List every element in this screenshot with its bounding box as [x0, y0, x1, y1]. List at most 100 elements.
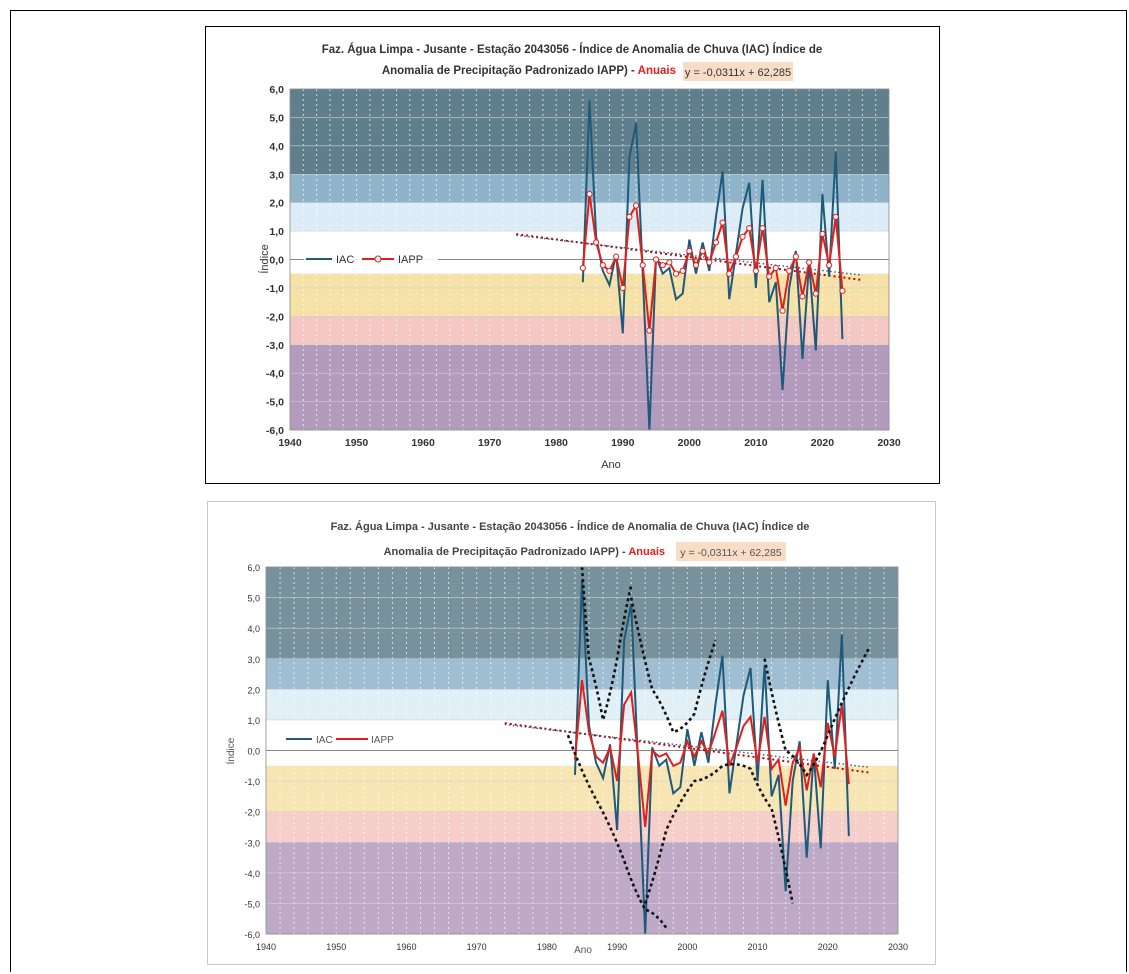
chart-top: 6,0 5,0 4,0 3,0 2,0 1,0 0,0 -1,0 -2,0 -3,0 -4,0 -5,… — [258, 43, 901, 471]
series-iapp-point — [719, 219, 726, 226]
x-tick-label: 1950 — [326, 942, 346, 952]
y-tick-label: -5,0 — [244, 899, 260, 909]
trendline-iac — [504, 723, 870, 768]
y-tick-label: 6,0 — [247, 563, 260, 573]
series-iapp-point — [666, 259, 673, 266]
chart-title-line1: Faz. Água Limpa - Jusante - Estação 2043… — [322, 43, 823, 56]
x-tick-label: 2010 — [748, 942, 768, 952]
series-iapp-point — [619, 284, 626, 292]
y-tick-label: 1,0 — [269, 226, 284, 238]
chart-title-line2-text: Anomalia de Precipitação Padronizado IAP… — [384, 546, 626, 558]
y-tick-label: 0,0 — [269, 255, 284, 267]
zone-band — [290, 316, 889, 345]
series-iapp-point — [826, 262, 833, 269]
series-iapp-line — [573, 680, 850, 828]
x-tick-label: 2030 — [888, 942, 908, 952]
chart-title-line2: Anomalia de Precipitação Padronizado IAP… — [382, 65, 676, 77]
envelope-lower-1 — [566, 734, 668, 929]
zone-band — [290, 202, 889, 232]
y-tick-label: -3,0 — [266, 340, 284, 352]
envelope-upper-3 — [763, 645, 872, 778]
trend-equation: y = -0,0311x + 62,285 — [680, 547, 782, 559]
series-iapp-point — [799, 293, 806, 300]
series-iapp-point — [806, 259, 813, 266]
y-tick-label: -2,0 — [266, 311, 284, 323]
x-tick-label: 1940 — [256, 942, 276, 952]
legend-iapp: IAPP — [371, 735, 394, 746]
series-iapp-point — [686, 247, 693, 255]
zone-band — [266, 842, 898, 934]
legend-iac: IAC — [336, 254, 354, 266]
plot-area-border — [265, 566, 899, 935]
x-axis-label: Ano — [601, 459, 621, 471]
series-iapp-point — [792, 253, 799, 260]
series-iapp-point — [819, 230, 826, 238]
x-tick-label: 2000 — [677, 942, 697, 952]
chart-title-line1: Faz. Água Limpa - Jusante - Estação 2043… — [331, 520, 810, 533]
y-tick-label: -6,0 — [244, 930, 260, 940]
y-tick-label: 3,0 — [269, 169, 284, 181]
x-tick-label: 1970 — [467, 942, 487, 952]
x-tick-label: 1960 — [396, 942, 416, 952]
chart-title-line2-text: Anomalia de Precipitação Padronizado IAP… — [382, 65, 635, 77]
x-tick-label: 1990 — [611, 437, 635, 449]
y-tick-label: -5,0 — [266, 397, 284, 409]
legend-iac: IAC — [316, 735, 333, 746]
trend-equation-box — [683, 62, 793, 81]
y-tick-label: -1,0 — [266, 283, 284, 295]
series-iapp-point — [692, 262, 700, 269]
series-iapp-point — [579, 264, 586, 272]
y-tick-label: 6,0 — [269, 84, 284, 96]
trendline-iapp — [516, 233, 863, 282]
x-tick-label: 1990 — [607, 942, 627, 952]
y-axis-label: Índice — [224, 737, 237, 764]
series-iapp-point — [599, 262, 606, 269]
series-iapp-point — [832, 213, 839, 220]
y-tick-label: 2,0 — [247, 685, 260, 695]
y-tick-label: -2,0 — [244, 808, 260, 818]
legend: IAC IAPP — [304, 249, 438, 269]
y-tick-label: -1,0 — [244, 777, 260, 787]
x-axis-label: Ano — [574, 945, 592, 956]
series-iapp-point — [752, 267, 759, 274]
series-iapp-line — [581, 194, 844, 331]
series-iapp-point — [672, 270, 680, 277]
series-iapp-point — [732, 253, 740, 260]
series-iapp-point — [646, 327, 653, 334]
x-tick-label: 2030 — [877, 437, 901, 449]
series-iapp-point — [659, 262, 666, 269]
chart-title-anuais: Anuais — [628, 546, 665, 558]
series-iapp-point — [632, 202, 640, 209]
y-tick-label: -4,0 — [244, 869, 260, 879]
plot-area-border — [289, 88, 890, 431]
x-tick-label: 1970 — [478, 437, 502, 449]
chart-title-line2: Anomalia de Precipitação Padronizado IAP… — [384, 546, 665, 558]
y-tick-label: 0,0 — [247, 747, 260, 757]
x-tick-label: 1940 — [278, 437, 302, 449]
document-frame — [10, 10, 1127, 972]
legend-iapp: IAPP — [398, 254, 423, 266]
series-iapp-point — [759, 225, 766, 232]
y-tick-label: -3,0 — [244, 838, 260, 848]
envelope-upper-2 — [629, 597, 717, 734]
zone-band — [266, 811, 898, 843]
series-iapp-point — [772, 264, 779, 272]
y-tick-label: 5,0 — [269, 112, 284, 124]
series-iapp-point — [699, 247, 706, 255]
series-iapp-point — [786, 267, 793, 274]
trend-equation: y = -0,0311x + 62,285 — [685, 67, 791, 79]
series-iapp-point — [766, 273, 773, 280]
y-tick-label: -6,0 — [266, 425, 284, 437]
y-tick-label: 4,0 — [247, 624, 260, 634]
zone-band — [266, 765, 898, 782]
series-iapp-point — [779, 307, 786, 314]
series-iapp-point — [639, 262, 646, 269]
x-tick-label: 1950 — [345, 437, 369, 449]
series-iapp-point — [586, 191, 593, 198]
legend: IAC IAPP — [284, 730, 404, 748]
y-tick-label: 2,0 — [269, 198, 284, 210]
chart-title-anuais: Anuais — [638, 65, 676, 77]
series-iapp-point — [626, 213, 633, 220]
y-tick-label: 4,0 — [269, 141, 284, 153]
zone-band — [290, 273, 889, 288]
